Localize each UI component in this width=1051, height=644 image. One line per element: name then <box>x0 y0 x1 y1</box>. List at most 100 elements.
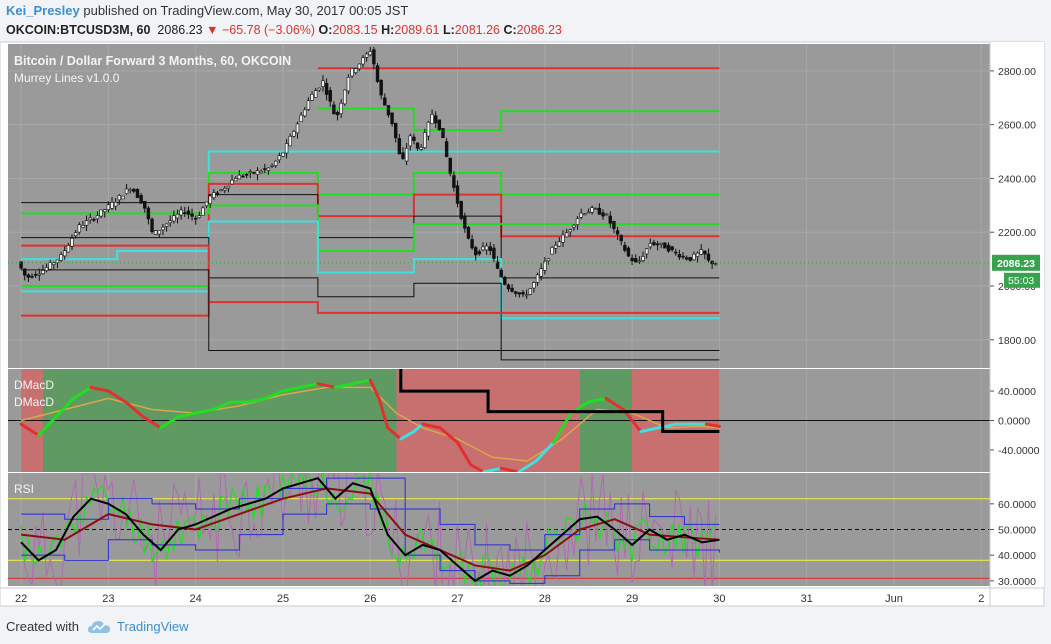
candle-up <box>259 171 263 174</box>
candle-up <box>426 121 431 137</box>
candle-up <box>699 249 703 255</box>
murrey-level-line <box>317 107 720 132</box>
candle-up <box>317 87 322 91</box>
candle-down <box>383 97 387 106</box>
dmacd-line-segment <box>159 415 180 430</box>
tradingview-brand-link[interactable]: TradingView <box>116 619 189 634</box>
dmacd-label: DMacD <box>14 378 54 392</box>
candle-down <box>448 157 452 174</box>
dmacd-line-segment <box>298 382 320 389</box>
ohlc-line: OKCOIN:BTCUSD3M, 60 2086.23 ▼ −65.78 (−3… <box>6 20 1046 40</box>
candle-up <box>579 212 583 218</box>
candle-up <box>103 209 107 213</box>
dmacd-line-segment <box>246 396 268 404</box>
candle-up <box>524 294 529 297</box>
candle-down <box>495 261 500 269</box>
candle-up <box>233 178 238 182</box>
candle-up <box>63 250 67 257</box>
dmacd-line-segment <box>438 426 460 445</box>
candle-up <box>255 170 260 175</box>
candle-up <box>113 201 118 207</box>
candle-up <box>714 263 718 265</box>
candle-up <box>281 152 285 157</box>
candle-down <box>474 247 478 256</box>
price-axis-tick-label: 2200.00 <box>998 227 1036 239</box>
candle-down <box>492 247 496 259</box>
dmacd-line-segment <box>412 422 425 434</box>
candle-up <box>223 188 227 191</box>
candle-up <box>586 211 591 214</box>
price-axis-background <box>990 42 1044 588</box>
candle-up <box>95 215 100 220</box>
dmacd-line-segment <box>141 415 163 430</box>
candle-down <box>386 105 391 116</box>
high-value: 2089.61 <box>394 23 440 37</box>
open-value: 2083.15 <box>332 23 378 37</box>
candle-up <box>695 252 700 257</box>
created-with-text: Created with <box>6 619 79 634</box>
candle-up <box>288 136 292 147</box>
price-chart-title: Bitcoin / Dollar Forward 3 Months, 60, O… <box>14 54 291 68</box>
candle-down <box>379 79 383 96</box>
dmacd-line-segment <box>194 407 215 415</box>
dmacd-line-segment <box>552 411 573 445</box>
candle-down <box>601 212 605 217</box>
candle-down <box>463 215 467 229</box>
candle-up <box>572 224 576 228</box>
candle-up <box>535 274 540 283</box>
candle-up <box>419 146 423 150</box>
candle-up <box>99 209 103 217</box>
candle-down <box>335 112 340 116</box>
rsi-group <box>8 473 990 586</box>
candle-down <box>241 175 245 178</box>
dmacd-line-segment <box>176 411 198 419</box>
candle-down <box>412 136 416 142</box>
dmacd-line-segment <box>71 385 93 400</box>
candle-up <box>73 232 78 237</box>
rsi-axis-tick-label: 40.0000 <box>998 550 1036 562</box>
candle-up <box>179 209 183 216</box>
candle-up <box>266 167 271 171</box>
time-axis-tick-label: 23 <box>102 593 114 605</box>
candle-up <box>41 270 45 275</box>
candle-up <box>648 243 653 248</box>
tradingview-cloud-icon <box>87 621 110 633</box>
dmacd-label-2: DMacD <box>14 395 54 409</box>
candle-up <box>270 165 274 167</box>
dmacd-trend-line <box>399 369 720 434</box>
candle-up <box>204 201 209 207</box>
candle-up <box>408 135 412 147</box>
candle-down <box>193 217 198 220</box>
candle-down <box>452 175 456 188</box>
candle-up <box>557 241 562 247</box>
candle-down <box>434 115 438 124</box>
dmacd-line-segment <box>469 463 486 472</box>
candle-up <box>423 132 427 148</box>
candle-down <box>150 218 154 233</box>
candle-up <box>248 171 252 174</box>
candle-up <box>226 185 231 189</box>
candle-down <box>190 213 194 217</box>
candle-down <box>394 122 398 139</box>
candle-up <box>168 220 172 224</box>
candle-down <box>23 268 27 276</box>
candle-down <box>663 242 667 249</box>
candle-up <box>368 51 372 56</box>
dmacd-line-segment <box>586 396 608 404</box>
dmacd-line-segment <box>517 459 538 472</box>
rsi-axis-tick-label: 30.0000 <box>998 576 1036 588</box>
candle-down <box>263 168 267 170</box>
rsi-fast-line <box>20 473 717 586</box>
candle-down <box>328 90 332 102</box>
candle-down <box>132 188 136 192</box>
candle-up <box>175 213 180 219</box>
murrey-level-line <box>21 269 720 352</box>
candle-up <box>106 204 111 210</box>
author-link[interactable]: Kei_Presley <box>6 3 80 18</box>
candle-up <box>561 234 565 243</box>
change-text: ▼ −65.78 (−3.06%) <box>206 23 316 37</box>
candle-up <box>59 254 63 261</box>
candle-down <box>143 200 147 209</box>
candle-down <box>619 235 623 242</box>
